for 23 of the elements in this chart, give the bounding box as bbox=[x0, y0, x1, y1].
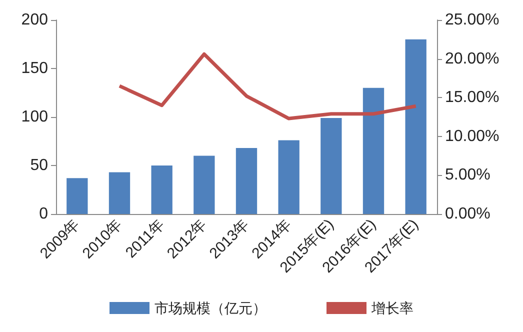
legend-label: 市场规模（亿元） bbox=[154, 300, 266, 316]
bar bbox=[320, 118, 342, 214]
y-tick-label: 150 bbox=[21, 60, 48, 77]
y-tick-label: 200 bbox=[21, 12, 48, 28]
bar bbox=[278, 140, 300, 214]
y2-tick-label: 20.00% bbox=[445, 50, 500, 68]
y-tick-label: 50 bbox=[30, 157, 48, 174]
bar bbox=[108, 172, 130, 214]
y2-tick-label: 15.00% bbox=[445, 89, 500, 106]
y2-tick-label: 0.00% bbox=[445, 206, 490, 222]
bar bbox=[151, 166, 172, 214]
bar bbox=[236, 148, 258, 214]
bar bbox=[194, 156, 215, 214]
y2-tick-label: 10.00% bbox=[445, 128, 500, 145]
bar bbox=[362, 88, 384, 214]
y-tick-label: 100 bbox=[21, 108, 48, 126]
legend-label: 增长率 bbox=[370, 300, 414, 316]
y2-tick-label: 5.00% bbox=[445, 166, 490, 184]
bar bbox=[405, 39, 426, 214]
y2-tick-label: 25.00% bbox=[445, 12, 500, 28]
line-series bbox=[118, 52, 418, 120]
y-tick-label: 0 bbox=[39, 206, 48, 222]
bar bbox=[66, 178, 88, 214]
